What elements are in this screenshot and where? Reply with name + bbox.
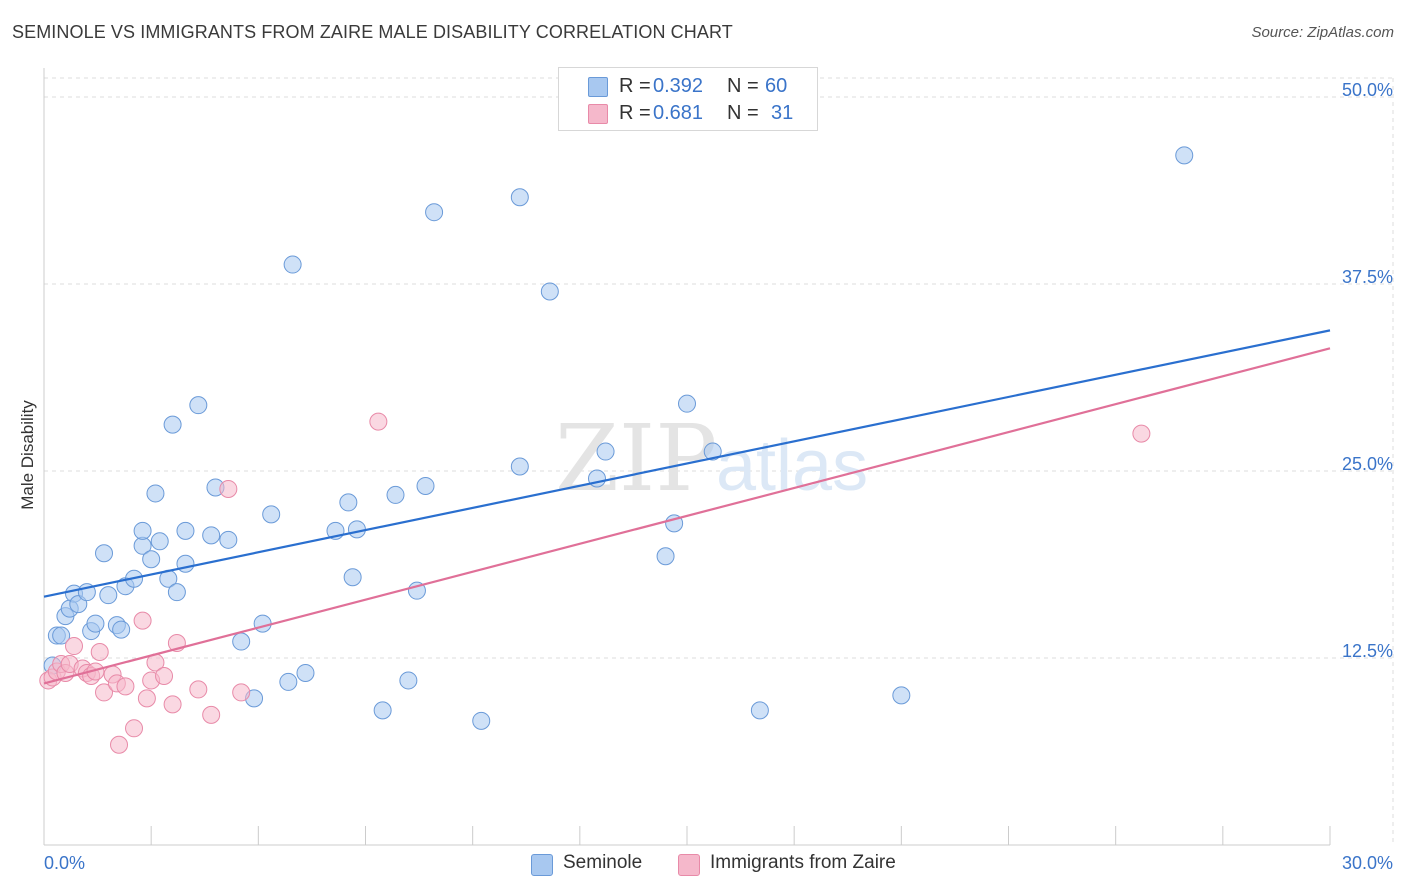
seminole-point <box>142 550 161 569</box>
zaire-point <box>116 677 135 696</box>
seminole-point <box>232 632 251 651</box>
seminole-point <box>656 547 675 566</box>
legend-label: Seminole <box>563 852 643 873</box>
chart-title: SEMINOLE VS IMMIGRANTS FROM ZAIRE MALE D… <box>12 22 733 42</box>
watermark: ZIP atlas <box>555 405 868 512</box>
zaire-legend-swatch <box>678 854 700 876</box>
seminole-point <box>167 583 186 602</box>
n-value: 60 <box>765 75 788 97</box>
seminole-point <box>283 255 302 274</box>
seminole-point <box>112 620 131 639</box>
zaire-point <box>1132 424 1151 443</box>
seminole-point <box>150 532 169 551</box>
y-tick-label: 12.5% <box>1342 641 1393 661</box>
seminole-point <box>347 520 366 539</box>
seminole-point <box>540 282 559 301</box>
seminole-point <box>95 544 114 563</box>
seminole-point <box>99 586 118 605</box>
seminole-point <box>176 521 195 540</box>
trend-lines <box>43 329 1331 685</box>
zaire-point <box>133 611 152 630</box>
zaire-point <box>65 637 84 656</box>
watermark-zip: ZIP <box>555 405 717 512</box>
stats-row-seminole: R = 0.392 N = 60 <box>559 75 817 101</box>
zaire-trend-line <box>43 347 1331 685</box>
zaire-point <box>110 735 129 754</box>
zaire-point <box>189 680 208 699</box>
data-points <box>39 146 1194 754</box>
seminole-point <box>279 672 298 691</box>
seminole-point <box>1175 146 1194 165</box>
zaire-point <box>163 695 182 714</box>
seminole-point <box>510 188 529 207</box>
y-tick-label: 50.0% <box>1342 80 1393 100</box>
seminole-point <box>202 526 221 545</box>
seminole-point <box>343 568 362 587</box>
y-tick-label: 37.5% <box>1342 267 1393 287</box>
zaire-point <box>232 683 251 702</box>
r-label: R = <box>619 102 651 124</box>
seminole-point <box>219 530 238 549</box>
seminole-trend-line <box>43 329 1331 598</box>
seminole-point <box>189 396 208 415</box>
seminole-point <box>133 521 152 540</box>
zaire-point <box>369 412 388 431</box>
seminole-point <box>146 484 165 503</box>
zaire-point <box>125 719 144 738</box>
zaire-point <box>219 479 238 498</box>
seminole-swatch <box>588 77 608 97</box>
seminole-point <box>86 614 105 633</box>
n-value: 31 <box>771 102 794 124</box>
zaire-point <box>202 705 221 724</box>
seminole-point <box>596 442 615 461</box>
stats-row-zaire: R = 0.681 N = 31 <box>559 102 817 128</box>
seminole-point <box>339 493 358 512</box>
r-value: 0.392 <box>653 75 704 97</box>
seminole-point <box>163 415 182 434</box>
seminole-point <box>472 711 491 730</box>
zaire-point <box>95 683 114 702</box>
x-tick-label: 30.0% <box>1342 853 1393 873</box>
r-label: R = <box>619 75 651 97</box>
seminole-point <box>892 686 911 705</box>
zaire-point <box>137 689 156 708</box>
seminole-point <box>510 457 529 476</box>
axes <box>43 68 1331 846</box>
seminole-point <box>373 701 392 720</box>
y-tick-label: 25.0% <box>1342 454 1393 474</box>
source-label: Source: ZipAtlas.com <box>1251 24 1394 41</box>
seminole-point <box>386 485 405 504</box>
seminole-point <box>52 626 71 645</box>
series-legend: Seminole Immigrants from Zaire <box>0 852 1406 878</box>
n-label: N = <box>727 75 759 97</box>
seminole-legend-swatch <box>531 854 553 876</box>
seminole-point <box>399 671 418 690</box>
seminole-point <box>296 663 315 682</box>
x-tick-label: 0.0% <box>44 853 85 873</box>
seminole-point <box>750 701 769 720</box>
r-value: 0.681 <box>653 102 704 124</box>
seminole-point <box>678 394 696 413</box>
legend-label: Immigrants from Zaire <box>710 852 896 873</box>
stats-legend: R = 0.392 N = 60 R = 0.681 N = 31 <box>558 67 818 131</box>
seminole-point <box>253 614 272 633</box>
seminole-point <box>703 442 722 461</box>
zaire-point <box>155 666 174 685</box>
seminole-point <box>425 203 444 222</box>
seminole-point <box>416 476 435 495</box>
seminole-point <box>262 505 281 524</box>
watermark-atlas: atlas <box>716 426 868 506</box>
zaire-swatch <box>588 104 608 124</box>
tick-labels: 12.5% 25.0% 37.5% 50.0% 0.0% 30.0% <box>44 80 1393 873</box>
zaire-point <box>90 643 109 662</box>
n-label: N = <box>727 102 759 124</box>
